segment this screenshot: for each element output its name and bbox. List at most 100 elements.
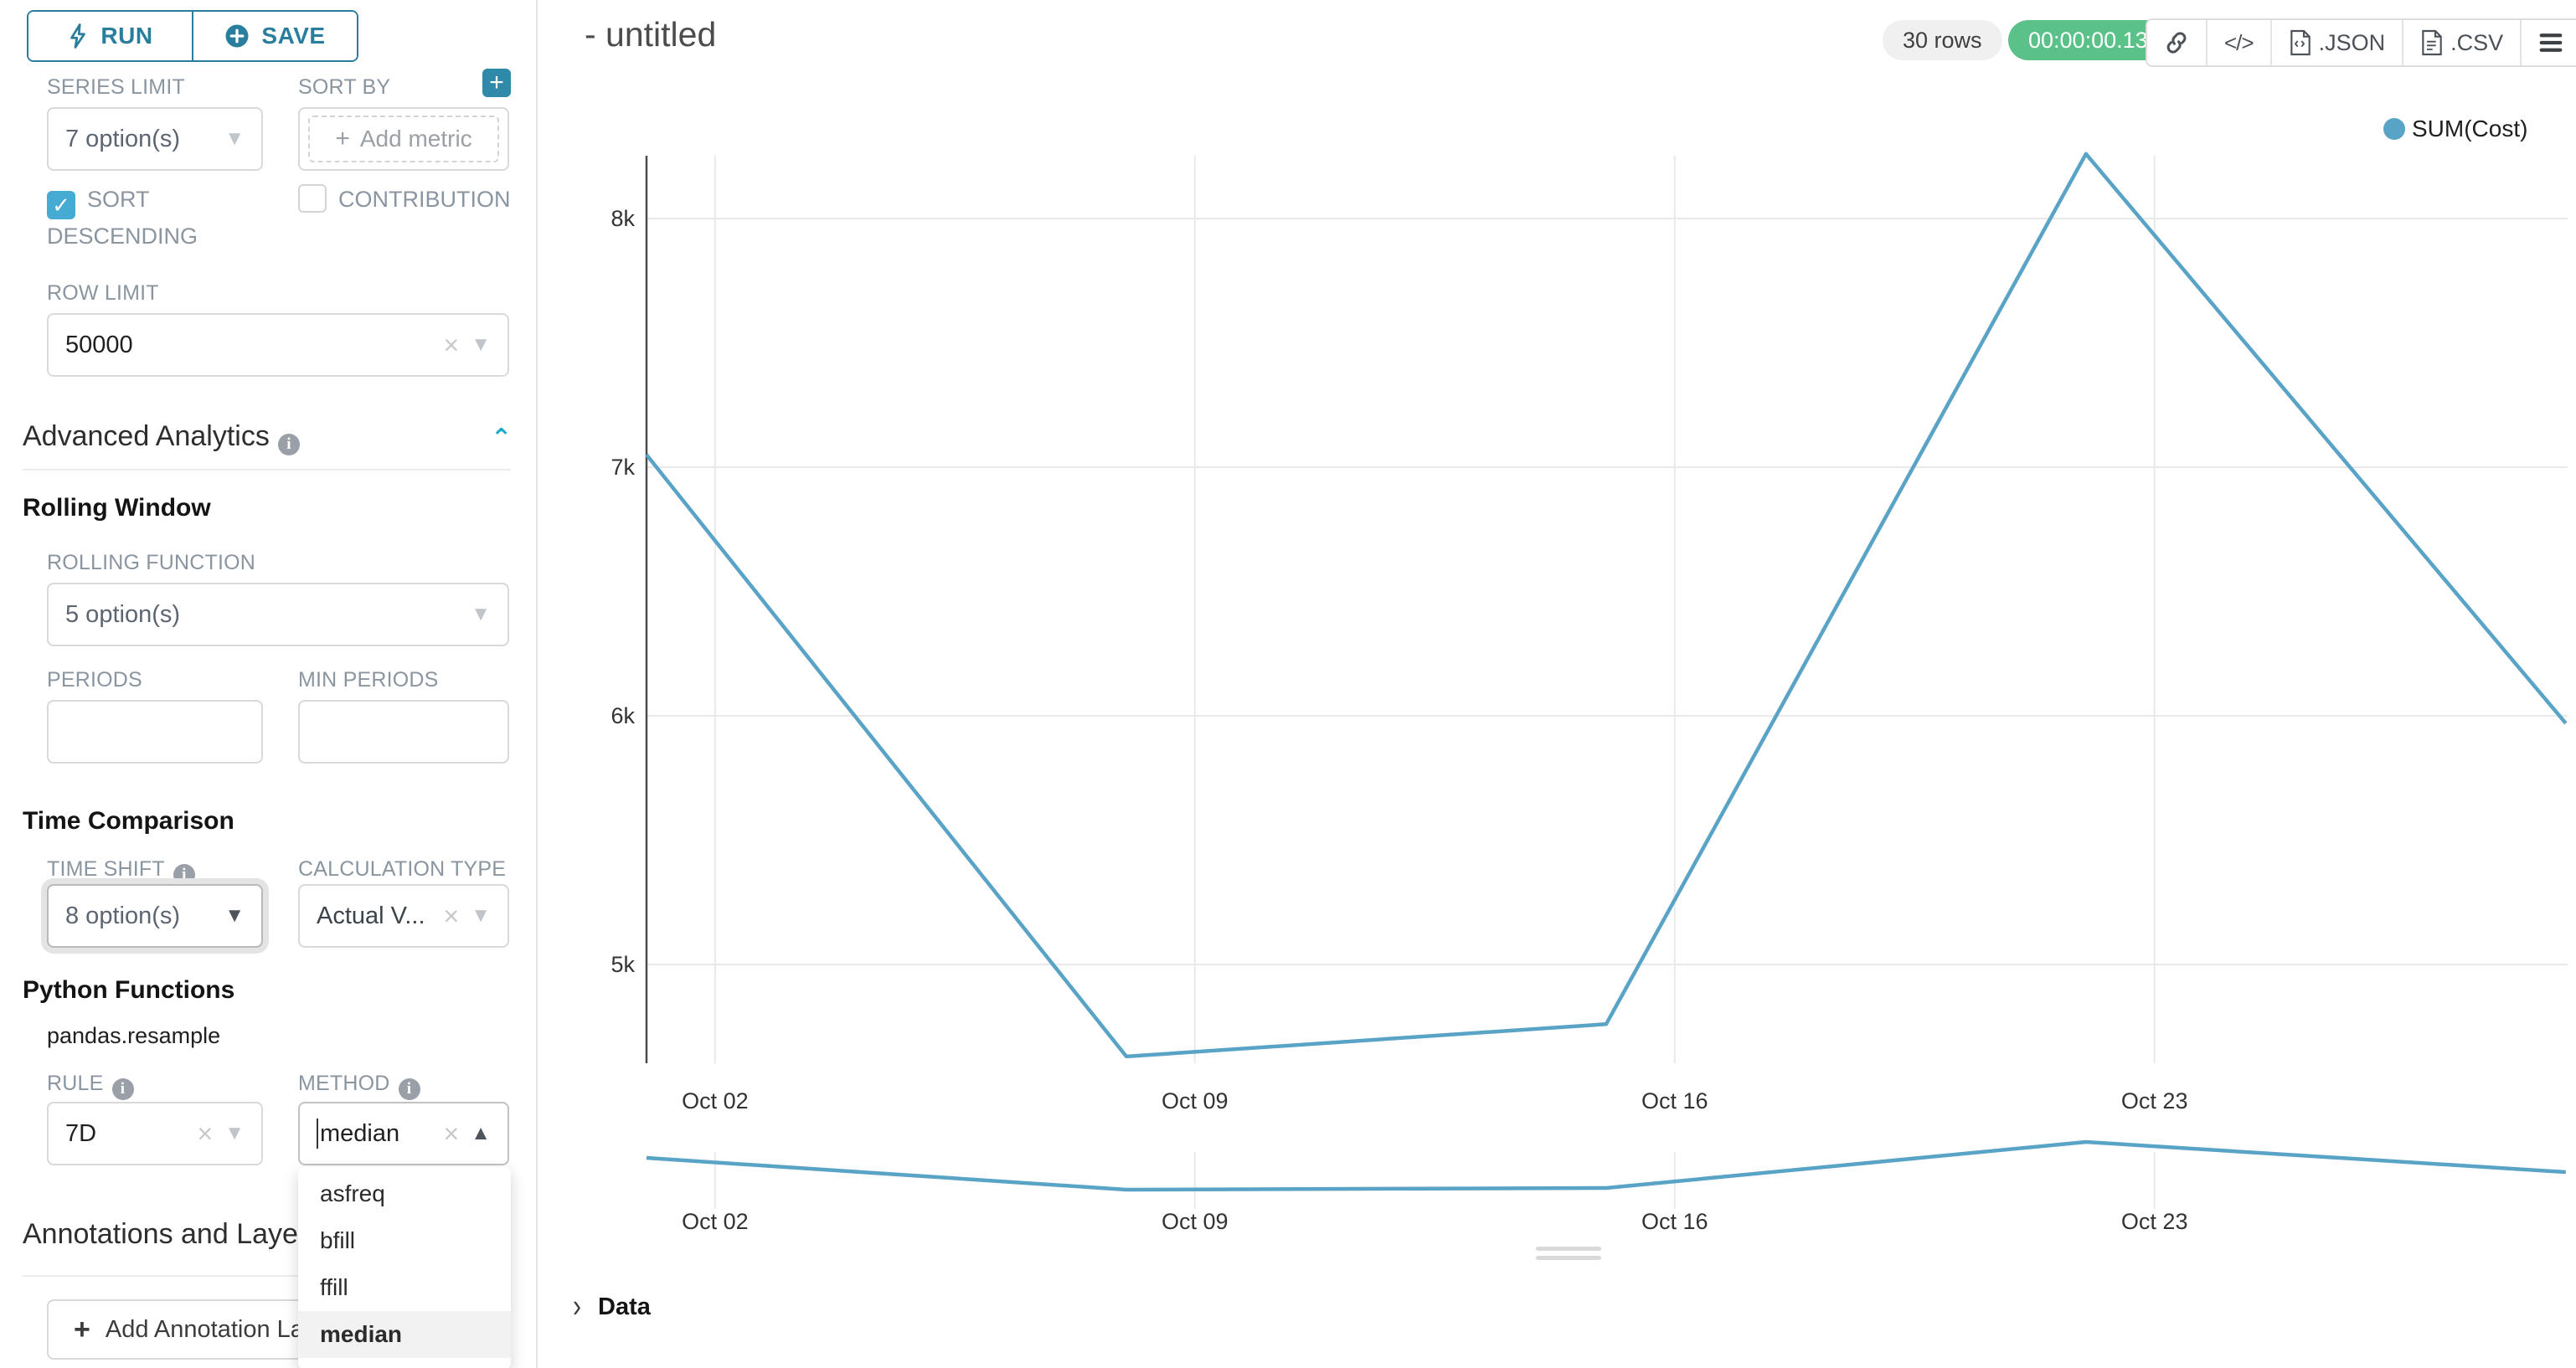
chart-legend[interactable]: SUM(Cost) (2383, 116, 2527, 142)
min-periods-input[interactable] (298, 700, 509, 764)
data-panel-toggle[interactable]: › Data (573, 1288, 651, 1324)
advanced-analytics-header[interactable]: Advanced Analytics i (23, 420, 300, 455)
calculation-type-select[interactable]: Actual V... × ▼ (298, 884, 509, 948)
mini-range-chart-line[interactable] (646, 1139, 2566, 1192)
rule-label: RULE i (47, 1072, 134, 1100)
export-csv-button[interactable]: .CSV (2402, 20, 2520, 65)
rolling-function-label: ROLLING FUNCTION (47, 551, 256, 574)
calculation-type-label: CALCULATION TYPE (298, 857, 507, 881)
caret-down-icon: ▼ (471, 333, 491, 356)
add-metric-button[interactable]: + Add metric (308, 116, 499, 162)
plus-icon: + (74, 1313, 90, 1345)
save-button[interactable]: SAVE (192, 12, 357, 60)
y-axis-tick-label: 8k (611, 206, 635, 231)
x-axis-tick-label: Oct 23 (2121, 1088, 2188, 1113)
chevron-right-icon: › (573, 1288, 581, 1324)
sort-by-select[interactable]: + Add metric (298, 107, 509, 171)
add-sort-by-button[interactable]: + (482, 69, 511, 97)
rule-value: 7D (65, 1119, 97, 1147)
series-limit-select[interactable]: 7 option(s) ▼ (47, 107, 263, 171)
mini-x-axis-tick-label: Oct 16 (1641, 1209, 1708, 1234)
clear-icon[interactable]: × (443, 901, 460, 931)
caret-down-icon: ▼ (224, 904, 245, 927)
save-label: SAVE (261, 23, 326, 49)
mini-x-axis-tick-label: Oct 02 (682, 1209, 749, 1234)
time-comparison-section-title: Time Comparison (23, 807, 234, 835)
link-icon (2166, 32, 2187, 54)
clear-icon[interactable]: × (443, 1119, 460, 1149)
x-axis-tick-label: Oct 09 (1162, 1088, 1229, 1113)
periods-label: PERIODS (47, 668, 142, 692)
chevron-up-icon[interactable]: ⌃ (491, 424, 513, 452)
dropdown-option-bfill[interactable]: bfill (320, 1227, 356, 1253)
contribution-label: CONTRIBUTION (338, 187, 511, 212)
contribution-checkbox-row[interactable]: CONTRIBUTION (298, 183, 516, 216)
sort-by-label: SORT BY (298, 75, 391, 99)
periods-input[interactable] (47, 700, 263, 764)
run-button[interactable]: RUN (28, 12, 192, 60)
lightning-icon (70, 23, 86, 49)
run-label: RUN (100, 23, 153, 49)
csv-file-icon (2422, 29, 2442, 56)
clear-icon[interactable]: × (443, 330, 460, 360)
code-icon: </> (2224, 29, 2254, 55)
info-icon[interactable]: i (277, 434, 300, 455)
checkbox-unchecked-icon[interactable] (298, 184, 327, 213)
pandas-resample-label: pandas.resample (47, 1023, 221, 1048)
series-limit-value: 7 option(s) (65, 125, 181, 152)
info-icon[interactable]: i (398, 1078, 420, 1100)
method-label: METHOD i (298, 1072, 420, 1100)
divider (23, 1275, 511, 1277)
embed-code-button[interactable]: </> (2206, 20, 2270, 65)
dropdown-option-asfreq[interactable]: asfreq (320, 1180, 385, 1206)
plus-icon: + (335, 125, 350, 152)
time-shift-value: 8 option(s) (65, 902, 181, 929)
info-icon[interactable]: i (173, 864, 195, 886)
series-line-sum-cost[interactable] (645, 152, 2568, 1059)
caret-up-icon: ▲ (471, 1122, 491, 1144)
method-value: median (320, 1119, 400, 1147)
copy-link-button[interactable] (2147, 20, 2206, 65)
caret-down-icon: ▼ (471, 904, 491, 927)
hamburger-menu-icon (2539, 33, 2563, 52)
advanced-analytics-label: Advanced Analytics (23, 420, 270, 452)
rule-select[interactable]: 7D × ▼ (47, 1102, 263, 1165)
time-shift-select[interactable]: 8 option(s) ▼ (47, 884, 263, 948)
dropdown-option-median[interactable]: median (298, 1311, 511, 1358)
control-panel: RUN SAVE SERIES LIMIT SORT BY + 7 option… (0, 0, 538, 1368)
legend-series-dot-icon (2383, 118, 2405, 140)
annotations-section-title: Annotations and Layers (23, 1218, 322, 1250)
checkbox-checked-icon[interactable]: ✓ (47, 191, 75, 219)
clear-icon[interactable]: × (197, 1119, 214, 1149)
query-timer-badge: 00:00:00.13 (2008, 20, 2168, 60)
row-count-badge: 30 rows (1883, 20, 2002, 60)
method-select[interactable]: median × ▲ (298, 1102, 509, 1165)
y-axis-tick-label: 5k (611, 952, 635, 977)
python-functions-section-title: Python Functions (23, 976, 235, 1004)
chart-title[interactable]: - untitled (585, 15, 717, 54)
panel-resize-handle[interactable] (1536, 1247, 1601, 1265)
divider (23, 469, 511, 471)
add-metric-placeholder: Add metric (359, 126, 472, 152)
rolling-function-value: 5 option(s) (65, 600, 181, 628)
min-periods-label: MIN PERIODS (298, 668, 439, 692)
dropdown-option-ffill[interactable]: ffill (320, 1274, 348, 1300)
row-limit-select[interactable]: 50000 × ▼ (47, 313, 509, 377)
plus-circle-icon (225, 24, 249, 48)
text-cursor (317, 1119, 318, 1149)
export-csv-label: .CSV (2450, 29, 2504, 55)
info-icon[interactable]: i (111, 1078, 134, 1100)
y-axis-tick-label: 7k (611, 455, 635, 480)
rolling-function-select[interactable]: 5 option(s) ▼ (47, 583, 509, 646)
export-json-label: .JSON (2318, 29, 2386, 55)
row-limit-label: ROW LIMIT (47, 281, 159, 305)
x-axis-tick-label: Oct 16 (1641, 1088, 1708, 1113)
data-panel-label: Data (598, 1293, 651, 1320)
more-menu-button[interactable] (2520, 20, 2576, 65)
json-file-icon (2290, 29, 2311, 56)
y-axis-tick-label: 6k (611, 703, 635, 728)
sort-descending-checkbox-row[interactable]: ✓ SORT DESCENDING (47, 183, 235, 253)
time-shift-label: TIME SHIFT i (47, 857, 195, 886)
export-json-button[interactable]: .JSON (2269, 20, 2403, 65)
